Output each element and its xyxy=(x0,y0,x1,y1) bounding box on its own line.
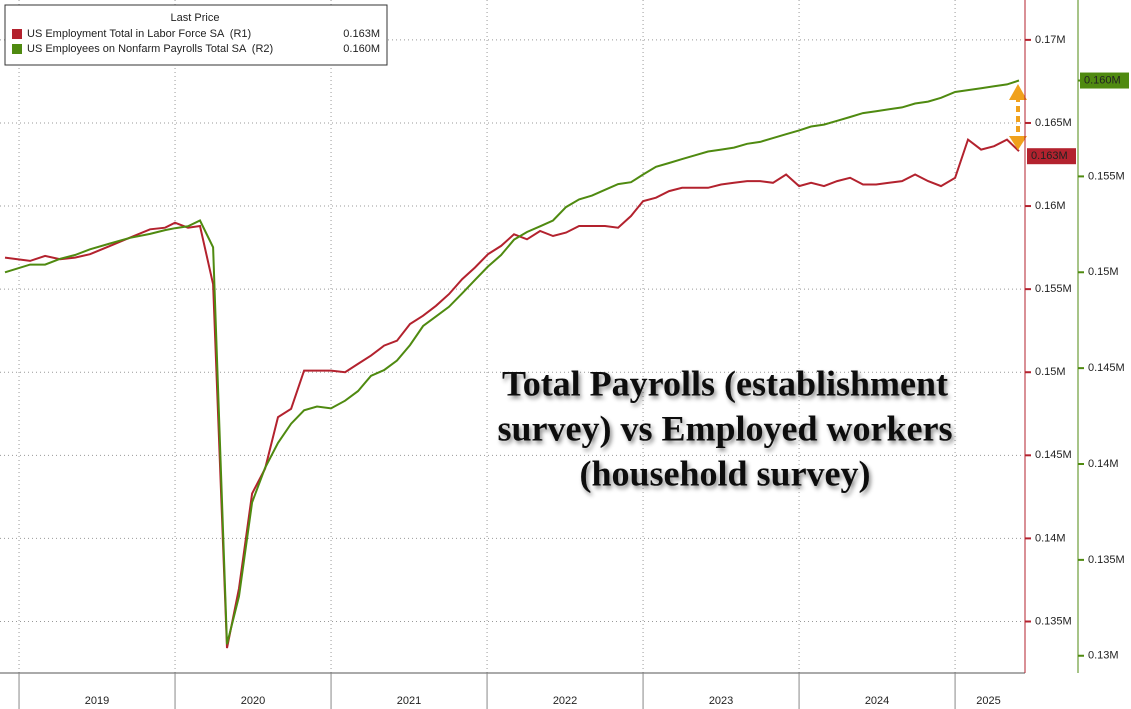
legend-box xyxy=(4,4,388,66)
series-line xyxy=(4,79,1020,645)
y-tick-label: 0.16M xyxy=(1035,200,1066,212)
gap-arrow xyxy=(1009,84,1027,150)
y-tick-label: 0.165M xyxy=(1035,117,1072,129)
x-axis-band xyxy=(0,673,1022,709)
plot xyxy=(4,79,1020,649)
legend-label: US Employees on Nonfarm Payrolls Total S… xyxy=(27,43,273,55)
x-tick-label: 2025 xyxy=(976,695,1000,707)
annotation-line: (household survey) xyxy=(579,453,870,493)
last-value-label: 0.160M xyxy=(1084,74,1121,86)
last-value-tag xyxy=(1027,148,1076,165)
y-tick-label: 0.145M xyxy=(1035,449,1072,461)
legend-title: Last Price xyxy=(171,12,220,24)
y-tick-label: 0.17M xyxy=(1035,34,1066,46)
y-tick-label: 0.14M xyxy=(1035,532,1066,544)
legend-swatch xyxy=(12,44,22,54)
y-tick-label: 0.15M xyxy=(1035,366,1066,378)
x-tick-label: 2022 xyxy=(553,695,577,707)
legend-value: 0.160M xyxy=(343,43,380,55)
legend-label: US Employment Total in Labor Force SA (R… xyxy=(27,28,251,40)
x-tick-label: 2020 xyxy=(241,695,265,707)
series-line xyxy=(4,137,1020,649)
annotation-line: survey) vs Employed workers xyxy=(498,408,953,448)
y2-tick-label: 0.135M xyxy=(1088,554,1125,566)
legend: Last Price US Employment Total in Labor … xyxy=(4,4,388,66)
y-tick-label: 0.155M xyxy=(1035,283,1072,295)
y2-tick-label: 0.14M xyxy=(1088,458,1119,470)
grid xyxy=(0,0,1022,673)
y2-tick-label: 0.13M xyxy=(1088,650,1119,662)
x-tick-label: 2024 xyxy=(865,695,889,707)
annotation: Total Payrolls (establishment survey) vs … xyxy=(498,363,953,493)
y2-tick-label: 0.155M xyxy=(1088,170,1125,182)
last-value-label: 0.163M xyxy=(1031,150,1068,162)
x-tick-label: 2019 xyxy=(85,695,109,707)
y2-tick-label: 0.145M xyxy=(1088,362,1125,374)
y-tick-label: 0.135M xyxy=(1035,615,1072,627)
x-tick-label: 2023 xyxy=(709,695,733,707)
legend-value: 0.163M xyxy=(343,28,380,40)
last-value-tag xyxy=(1080,72,1129,89)
y2-tick-label: 0.15M xyxy=(1088,266,1119,278)
legend-swatch xyxy=(12,29,22,39)
x-tick-label: 2021 xyxy=(397,695,421,707)
annotation-line: Total Payrolls (establishment xyxy=(502,363,948,403)
